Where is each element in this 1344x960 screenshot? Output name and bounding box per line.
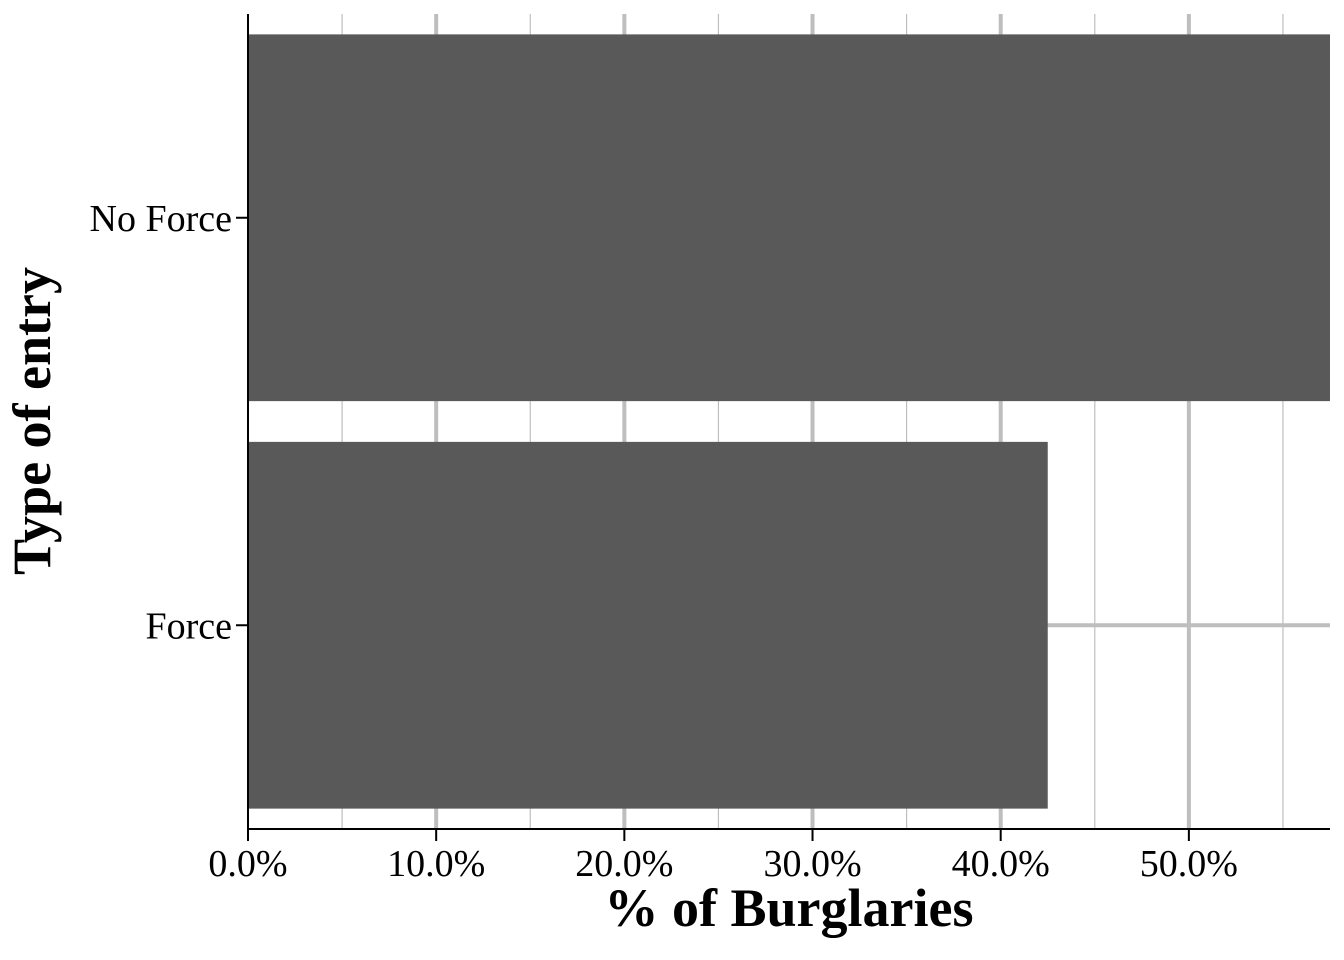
x-axis-title: % of Burglaries xyxy=(605,878,974,938)
bar-no-force xyxy=(248,34,1330,402)
bars xyxy=(248,34,1330,809)
tick-marks-and-labels: No Force Force 0.0% 10.0% 20.0% 30.0% 40.0% 50.… xyxy=(90,198,1238,885)
bar-force xyxy=(248,441,1048,809)
x-tick-label: 40.0% xyxy=(952,843,1050,885)
x-tick-label: 50.0% xyxy=(1140,843,1238,885)
y-tick-label: Force xyxy=(145,605,232,647)
x-tick-label: 0.0% xyxy=(208,843,287,885)
y-tick-label: No Force xyxy=(90,198,232,240)
x-tick-label: 30.0% xyxy=(763,843,861,885)
y-axis-title: Type of entry xyxy=(2,267,62,575)
x-tick-label: 10.0% xyxy=(387,843,485,885)
x-tick-label: 20.0% xyxy=(575,843,673,885)
axes xyxy=(247,14,1330,830)
